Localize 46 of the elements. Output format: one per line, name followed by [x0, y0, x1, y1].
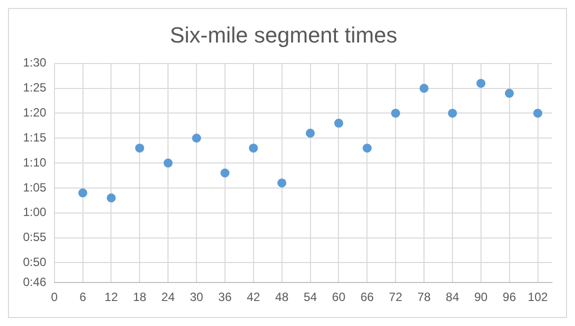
point: [192, 134, 202, 143]
point: [135, 144, 144, 153]
point: [106, 193, 116, 202]
x-tick-label: 84: [446, 290, 460, 304]
x-tick-label: 0: [51, 290, 58, 304]
point: [504, 88, 514, 98]
point: [220, 168, 230, 178]
point: [306, 128, 315, 138]
y-tick-label: 1:20: [22, 106, 47, 120]
point: [533, 108, 542, 118]
x-tick-label: 60: [332, 290, 346, 304]
y-tick-label: 1:05: [22, 180, 47, 194]
x-tick-label: 12: [104, 290, 118, 304]
x-tick-label: 30: [190, 290, 204, 304]
y-tick-label: 1:15: [22, 130, 47, 144]
y-tick-label: 0:50: [22, 254, 47, 269]
x-tick-label: 36: [218, 290, 232, 304]
x-tick-label: 78: [417, 290, 432, 304]
x-tick-label: 96: [502, 290, 516, 304]
point: [391, 108, 400, 118]
x-tick-label: 54: [304, 290, 318, 304]
x-tick-label: 6: [79, 290, 86, 304]
point: [476, 78, 486, 88]
point: [164, 158, 173, 168]
point: [248, 144, 258, 153]
y-tick-label: 1:30: [22, 56, 47, 70]
x-tick-label: 90: [474, 290, 488, 304]
point: [448, 108, 457, 118]
x-tick-label: 42: [246, 290, 260, 304]
x-tick-label: 66: [360, 290, 374, 304]
y-tick-label: 1:25: [22, 80, 47, 95]
x-tick-label: 24: [161, 290, 176, 304]
x-tick-label: 18: [132, 290, 147, 304]
chart-title: Six-mile segment times: [170, 22, 398, 48]
x-tick-label: 72: [388, 290, 403, 304]
point: [362, 144, 372, 153]
x-tick-label: 102: [528, 290, 548, 304]
y-tick-label: 0:46: [22, 274, 47, 289]
x-tick-label: 48: [275, 290, 289, 304]
point: [420, 84, 429, 93]
y-tick-label: 1:10: [22, 155, 47, 170]
point: [277, 178, 286, 188]
y-tick-label: 0:55: [22, 230, 47, 244]
point: [334, 118, 344, 128]
point: [78, 188, 88, 198]
y-tick-label: 1:00: [22, 205, 47, 220]
